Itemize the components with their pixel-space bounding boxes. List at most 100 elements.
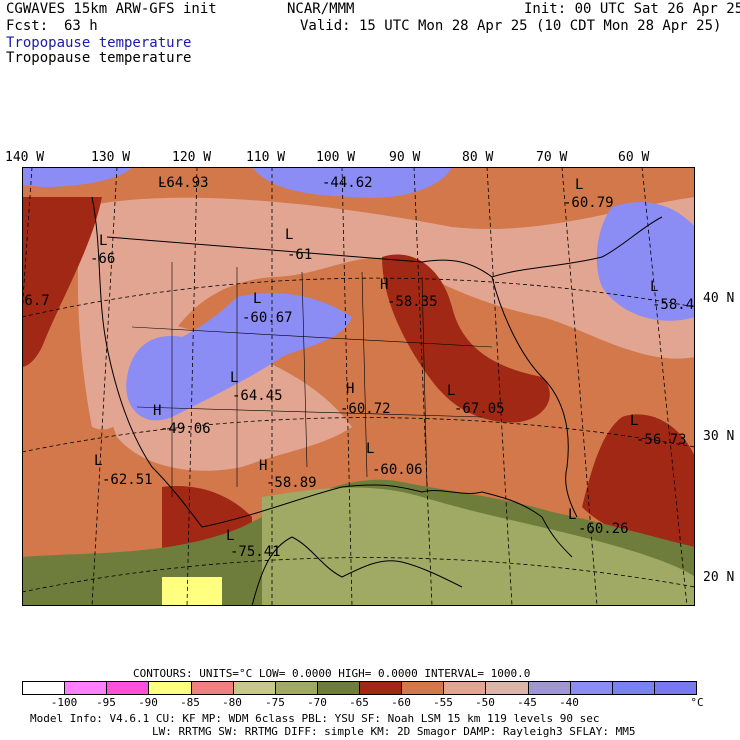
state-borders xyxy=(131,262,493,497)
map-value-8: -58.35 xyxy=(387,294,438,310)
legend-swatch xyxy=(570,682,613,694)
map-panel[interactable]: L-64.93 -44.62 L -60.79 L -66 L -61 66.7… xyxy=(1,166,696,607)
map-value-12: -67.05 xyxy=(454,401,505,417)
svg-text:L-64.93: L-64.93 xyxy=(158,175,209,191)
map-value-13: -49.06 xyxy=(160,421,211,437)
legend-tick: -70 xyxy=(307,696,327,709)
map-letter-9: L xyxy=(650,279,658,295)
map-letter-16: H xyxy=(259,458,267,474)
lon-label-120w: 120 W xyxy=(172,150,212,165)
lon-label-140w: 140 W xyxy=(5,150,45,165)
legend-tick: -95 xyxy=(96,696,116,709)
map-value-4: -66 xyxy=(90,251,115,267)
shading-red-pacific xyxy=(22,197,102,367)
legend-tick: -80 xyxy=(222,696,242,709)
shading-red-atlantic xyxy=(582,414,695,547)
coastlines xyxy=(91,196,663,607)
map-letter-3: L xyxy=(575,177,583,193)
map-frame xyxy=(22,167,695,606)
legend-tick: -55 xyxy=(433,696,453,709)
map-value-1: -64.93 xyxy=(158,175,209,191)
lat-label-20n: 20 N xyxy=(703,570,735,585)
lon-label-110w: 110 W xyxy=(246,150,286,165)
field-title-primary: Tropopause temperature xyxy=(6,35,192,51)
map-letter-5: L xyxy=(285,227,293,243)
legend-swatch xyxy=(191,682,234,694)
model-info-line1: Model Info: V4.6.1 CU: KF MP: WDM 6class… xyxy=(30,712,600,725)
legend-tick: -65 xyxy=(349,696,369,709)
legend-tick: -40 xyxy=(559,696,579,709)
legend-swatch xyxy=(317,682,360,694)
legend-swatch xyxy=(275,682,318,694)
legend-swatch xyxy=(65,682,108,694)
legend-tick: -75 xyxy=(265,696,285,709)
legend-swatch xyxy=(402,682,445,694)
forecast-label: Fcst: xyxy=(6,18,49,34)
shading-blue-northwest xyxy=(22,167,132,187)
init-time: Init: 00 UTC Sat 26 Apr 25 xyxy=(524,1,740,17)
map-letter-12: L xyxy=(447,383,455,399)
shading-blue-northeast xyxy=(596,202,695,321)
legend-swatch xyxy=(486,682,529,694)
contours-info: CONTOURS: UNITS=°C LOW= 0.0000 HIGH= 0.0… xyxy=(133,667,531,680)
map-letter-13: H xyxy=(153,403,161,419)
tropopause-map: L-64.93 -44.62 L -60.79 L -66 L -61 66.7… xyxy=(1,166,696,607)
shading-blue-north xyxy=(252,167,452,198)
map-letter-19: L xyxy=(226,528,234,544)
legend-swatch xyxy=(612,682,655,694)
legend-swatch xyxy=(360,682,403,694)
map-letter-4: L xyxy=(99,233,107,249)
shading-pink-north xyxy=(77,197,696,430)
color-legend xyxy=(22,681,697,695)
map-letter-14: L xyxy=(630,413,638,429)
lat-label-30n: 30 N xyxy=(703,429,735,444)
legend-swatch xyxy=(23,682,66,694)
legend-unit: °C xyxy=(690,696,704,709)
legend-tick: -45 xyxy=(517,696,537,709)
map-letter-1: L xyxy=(158,175,166,191)
map-letter-8: H xyxy=(380,277,388,293)
lon-label-90w: 90 W xyxy=(389,150,421,165)
shading-blue-rockies xyxy=(126,293,352,421)
map-value-18: -60.26 xyxy=(578,521,629,537)
legend-tick: -85 xyxy=(180,696,200,709)
lon-label-130w: 130 W xyxy=(91,150,131,165)
legend-swatch xyxy=(233,682,276,694)
legend-swatch xyxy=(528,682,571,694)
map-value-5: -61 xyxy=(287,247,312,263)
map-value-9: -58.4 xyxy=(652,297,694,313)
map-value-7: -60.67 xyxy=(242,310,293,326)
lon-label-70w: 70 W xyxy=(536,150,568,165)
shading-red-greatlakes xyxy=(382,254,550,423)
lat-label-40n: 40 N xyxy=(703,291,735,306)
map-value-3: -60.79 xyxy=(563,195,614,211)
forecast-hour: 63 h xyxy=(64,18,98,34)
map-value-11: -60.72 xyxy=(340,401,391,417)
valid-time: Valid: 15 UTC Mon 28 Apr 25 (10 CDT Mon … xyxy=(300,18,722,34)
map-value-16: -58.89 xyxy=(266,475,317,491)
legend-tick: -50 xyxy=(475,696,495,709)
map-value-19: -75.41 xyxy=(230,544,281,560)
map-value-15: -62.51 xyxy=(102,472,153,488)
map-value-14: -56.73 xyxy=(636,432,687,448)
map-value-2: -44.62 xyxy=(322,175,373,191)
extrema-labels: L-64.93 -44.62 L -60.79 L -66 L -61 66.7… xyxy=(16,175,694,560)
map-letter-11: H xyxy=(346,381,354,397)
legend-tick: -100 xyxy=(50,696,78,709)
legend-swatch xyxy=(444,682,487,694)
map-value-10: -64.45 xyxy=(232,388,283,404)
shading-yellow-patch xyxy=(162,577,222,606)
legend-swatch xyxy=(654,682,696,694)
map-value-17: -60.06 xyxy=(372,462,423,478)
graticule xyxy=(1,166,696,607)
lon-label-100w: 100 W xyxy=(316,150,356,165)
model-title: CGWAVES 15km ARW-GFS init xyxy=(6,1,217,17)
legend-swatch xyxy=(149,682,192,694)
map-letter-17: L xyxy=(366,441,374,457)
map-letter-18: L xyxy=(568,507,576,523)
lon-label-60w: 60 W xyxy=(618,150,650,165)
legend-tick: -90 xyxy=(138,696,158,709)
center-label: NCAR/MMM xyxy=(287,1,355,17)
map-letter-10: L xyxy=(230,370,238,386)
lon-label-80w: 80 W xyxy=(462,150,494,165)
